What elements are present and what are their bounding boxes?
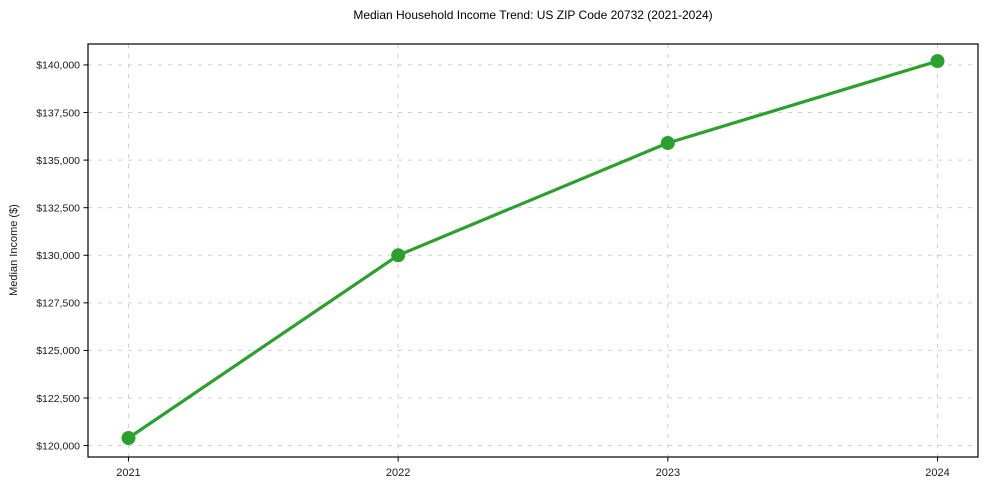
y-tick-label: $135,000 <box>36 155 80 167</box>
data-point-marker <box>391 248 406 263</box>
data-point-marker <box>660 136 675 150</box>
x-tick-label: 2021 <box>116 467 140 479</box>
y-tick-label: $120,000 <box>36 440 80 452</box>
data-point-marker <box>930 54 945 69</box>
x-tick-label: 2022 <box>386 467 410 479</box>
x-tick-label: 2024 <box>925 467 949 479</box>
y-tick-label: $125,000 <box>36 345 80 357</box>
y-tick-label: $122,500 <box>36 393 80 405</box>
y-tick-label: $137,500 <box>36 107 80 119</box>
trend-line <box>126 59 940 440</box>
y-tick-label: $140,000 <box>36 60 80 72</box>
y-tick-label: $132,500 <box>36 202 80 214</box>
chart-title: Median Household Income Trend: US ZIP Co… <box>353 8 713 22</box>
x-tick-label: 2023 <box>656 467 680 479</box>
y-tick-label: $130,000 <box>36 250 80 262</box>
data-point-marker <box>121 431 136 445</box>
y-tick-label: $127,500 <box>36 298 80 310</box>
plot-border <box>87 43 979 458</box>
